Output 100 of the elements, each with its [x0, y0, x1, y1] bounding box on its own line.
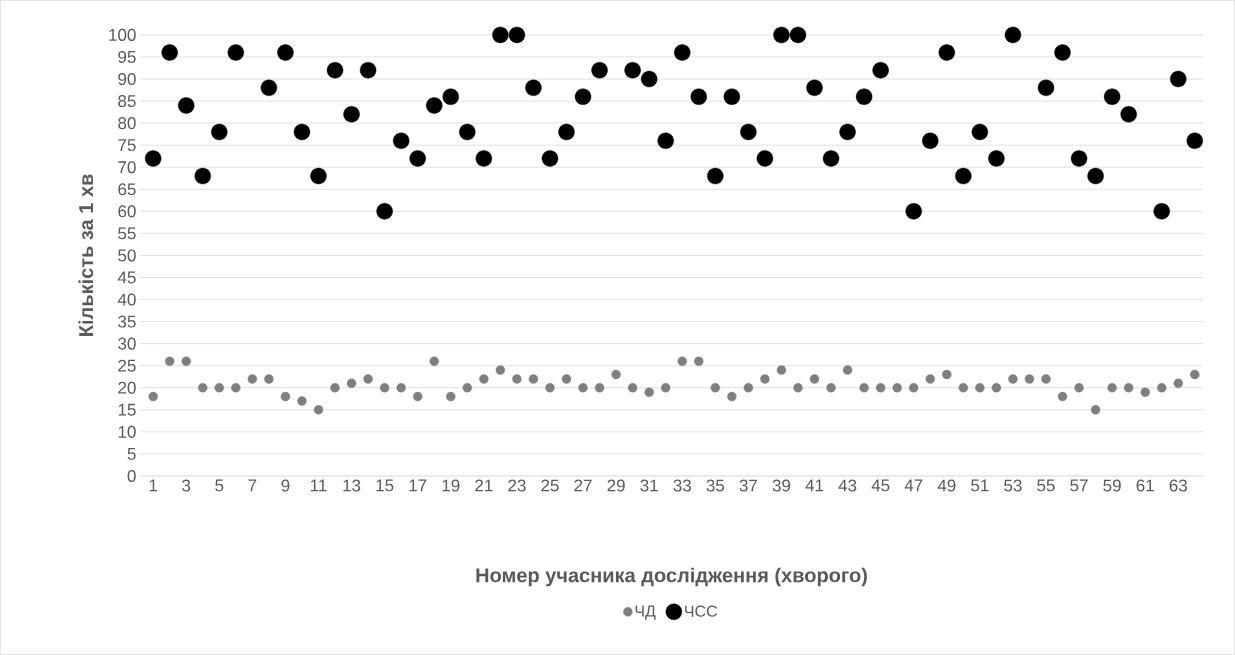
- y-tick-label: 85: [118, 95, 136, 108]
- x-tick-label: 7: [248, 479, 257, 492]
- x-tick-label: 51: [971, 479, 989, 492]
- point: [1153, 203, 1170, 220]
- point: [1103, 88, 1121, 105]
- y-tick-label: 75: [118, 139, 136, 152]
- y-tick-label: 40: [117, 293, 136, 306]
- point: [740, 123, 757, 141]
- point: [442, 88, 459, 105]
- point: [277, 44, 294, 61]
- legend-label: ЧД: [635, 605, 656, 620]
- x-tick-label: 29: [607, 479, 625, 492]
- point: [475, 150, 493, 167]
- point: [624, 62, 641, 79]
- x-tick-label: 49: [937, 479, 956, 492]
- x-tick-label: 57: [1070, 479, 1088, 492]
- point: [1070, 150, 1088, 167]
- point: [938, 44, 955, 61]
- y-tick-label: 60: [118, 205, 136, 218]
- point: [674, 44, 691, 61]
- y-axis-title: Кількість за 1 хв: [78, 174, 94, 336]
- y-tick-label: 15: [118, 403, 136, 416]
- point: [1170, 70, 1187, 88]
- legend-label: ЧСС: [685, 605, 718, 617]
- y-tick-label: 10: [118, 425, 136, 438]
- y-tick-label: 50: [118, 249, 136, 262]
- point: [558, 123, 575, 141]
- point: [1087, 167, 1104, 185]
- x-tick-label: 35: [706, 479, 725, 492]
- x-tick-label: 59: [1103, 479, 1121, 492]
- y-tick-label: 55: [118, 227, 136, 240]
- y-tick-label: 65: [118, 183, 136, 196]
- x-axis-title: Номер учасника дослідження (хворого): [476, 567, 867, 587]
- point: [376, 203, 393, 220]
- point: [905, 203, 922, 220]
- point: [955, 167, 972, 185]
- x-tick-label: 15: [376, 479, 394, 492]
- point: [459, 123, 476, 141]
- point: [855, 88, 873, 105]
- point: [723, 88, 741, 105]
- y-tick-label: 70: [118, 161, 136, 174]
- point: [789, 26, 807, 44]
- point: [310, 167, 327, 185]
- x-tick-label: 23: [508, 479, 526, 492]
- point: [492, 26, 509, 44]
- point: [1120, 106, 1137, 123]
- point: [1186, 132, 1203, 149]
- point: [839, 123, 856, 141]
- point: [525, 79, 542, 97]
- point: [988, 150, 1005, 167]
- x-tick-label: 27: [574, 479, 592, 492]
- x-tick-label: 31: [640, 479, 658, 492]
- x-tick-label: 41: [805, 479, 824, 492]
- y-tick-label: 35: [118, 315, 136, 328]
- x-tick-label: 9: [281, 479, 290, 492]
- y-tick-label: 80: [118, 117, 136, 130]
- x-tick-label: 39: [772, 479, 791, 492]
- x-tick-label: 11: [310, 479, 327, 492]
- x-tick-label: 63: [1169, 479, 1187, 492]
- point: [773, 26, 790, 44]
- y-tick-label: 5: [127, 448, 136, 460]
- point: [260, 79, 278, 97]
- point: [326, 62, 344, 79]
- x-tick-label: 5: [215, 479, 224, 492]
- x-tick-label: 1: [149, 479, 158, 492]
- y-tick-label: 30: [118, 337, 136, 350]
- point: [508, 26, 526, 44]
- x-tick-label: 45: [871, 479, 890, 492]
- x-tick-label: 17: [409, 479, 427, 492]
- point: [806, 79, 823, 97]
- point: [293, 123, 311, 141]
- x-tick-label: 25: [541, 479, 559, 492]
- x-tick-label: 3: [182, 479, 191, 492]
- point: [591, 62, 608, 79]
- point: [343, 106, 360, 123]
- x-tick-label: 47: [904, 479, 923, 492]
- y-tick-label: 20: [118, 381, 136, 394]
- point: [971, 123, 989, 141]
- point: [144, 150, 162, 167]
- point: [657, 132, 674, 149]
- point: [211, 123, 228, 141]
- point: [872, 62, 889, 79]
- point: [690, 88, 707, 105]
- x-tick-label: 19: [442, 479, 460, 492]
- point: [541, 150, 559, 167]
- point: [574, 88, 592, 105]
- x-tick-label: 55: [1037, 479, 1055, 492]
- y-tick-label: 95: [118, 50, 136, 64]
- x-tick-label: 43: [838, 479, 857, 492]
- point: [426, 97, 443, 114]
- point: [707, 167, 724, 185]
- y-tick-label: 90: [118, 73, 136, 86]
- x-tick-label: 37: [739, 479, 757, 492]
- point: [227, 44, 245, 61]
- point: [822, 150, 840, 167]
- y-tick-label: 100: [109, 28, 136, 41]
- y-tick-label: 0: [127, 469, 136, 483]
- x-tick-label: 61: [1136, 479, 1154, 492]
- y-tick-label: 25: [118, 359, 136, 372]
- x-tick-label: 53: [1004, 479, 1022, 492]
